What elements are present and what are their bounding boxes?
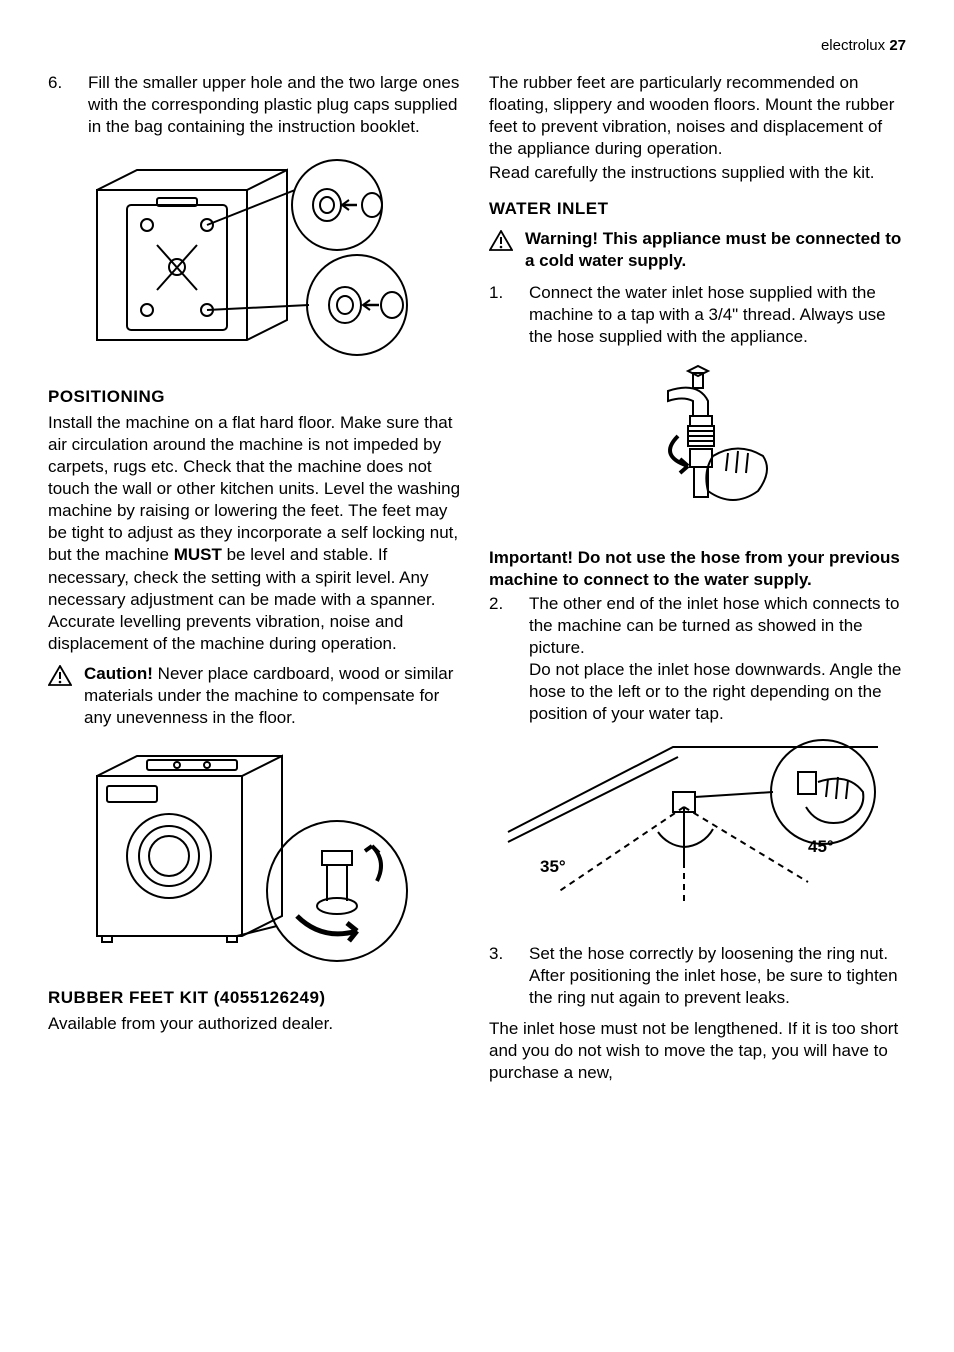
item-text: Fill the smaller upper hole and the two … <box>88 72 465 138</box>
item-number: 3. <box>489 943 529 1009</box>
item2-text1: The other end of the inlet hose which co… <box>529 594 899 657</box>
rubber-feet-heading: RUBBER FEET KIT (4055126249) <box>48 987 465 1009</box>
levelling-illustration <box>77 741 437 971</box>
rubber-feet-text: Available from your authorized dealer. <box>48 1013 465 1035</box>
right-column: The rubber feet are particularly recomme… <box>489 72 906 1086</box>
water-warning-text: Warning! This appliance must be connecte… <box>525 228 906 272</box>
rubber-recommendation: The rubber feet are particularly recomme… <box>489 72 906 160</box>
item-text: Connect the water inlet hose supplied wi… <box>529 282 906 348</box>
item-number: 6. <box>48 72 88 138</box>
warning-icon <box>48 663 74 729</box>
important-warning: Important! Do not use the hose from your… <box>489 547 906 591</box>
list-item-6: 6. Fill the smaller upper hole and the t… <box>48 72 465 138</box>
left-column: 6. Fill the smaller upper hole and the t… <box>48 72 465 1086</box>
item-number: 2. <box>489 593 529 726</box>
item-text-block: The other end of the inlet hose which co… <box>529 593 906 726</box>
figure-hose-angles: 35° 45° <box>489 737 906 927</box>
figure-levelling <box>48 741 465 971</box>
caution-block: Caution! Never place cardboard, wood or … <box>48 663 465 729</box>
content-columns: 6. Fill the smaller upper hole and the t… <box>48 72 906 1086</box>
rubber-read-instructions: Read carefully the instructions supplied… <box>489 162 906 184</box>
water-inlet-heading: WATER INLET <box>489 198 906 220</box>
hose-angle-illustration: 35° 45° <box>498 737 898 927</box>
positioning-text-a: Install the machine on a flat hard floor… <box>48 413 460 565</box>
page-header: electrolux 27 <box>48 36 906 56</box>
page-number: 27 <box>889 37 906 54</box>
list-item-3: 3. Set the hose correctly by loosening t… <box>489 943 906 1009</box>
caution-text-block: Caution! Never place cardboard, wood or … <box>84 663 465 729</box>
positioning-heading: POSITIONING <box>48 386 465 408</box>
figure-plug-caps <box>48 150 465 370</box>
brand-label: electrolux <box>821 37 885 54</box>
item-number: 1. <box>489 282 529 348</box>
item-text: Set the hose correctly by loosening the … <box>529 943 906 1009</box>
caution-label: Caution! <box>84 664 153 683</box>
tap-illustration <box>598 361 798 531</box>
water-warning-block: Warning! This appliance must be connecte… <box>489 228 906 272</box>
plug-caps-illustration <box>77 150 437 370</box>
warning-icon <box>489 228 515 272</box>
figure-tap-connection <box>489 361 906 531</box>
angle-45-label: 45° <box>808 837 834 856</box>
list-item-2: 2. The other end of the inlet hose which… <box>489 593 906 726</box>
item2-text2: Do not place the inlet hose downwards. A… <box>529 660 901 723</box>
angle-35-label: 35° <box>540 857 566 876</box>
positioning-must: MUST <box>174 545 222 564</box>
closing-paragraph: The inlet hose must not be lengthened. I… <box>489 1018 906 1084</box>
positioning-paragraph: Install the machine on a flat hard floor… <box>48 412 465 655</box>
list-item-1: 1. Connect the water inlet hose supplied… <box>489 282 906 348</box>
